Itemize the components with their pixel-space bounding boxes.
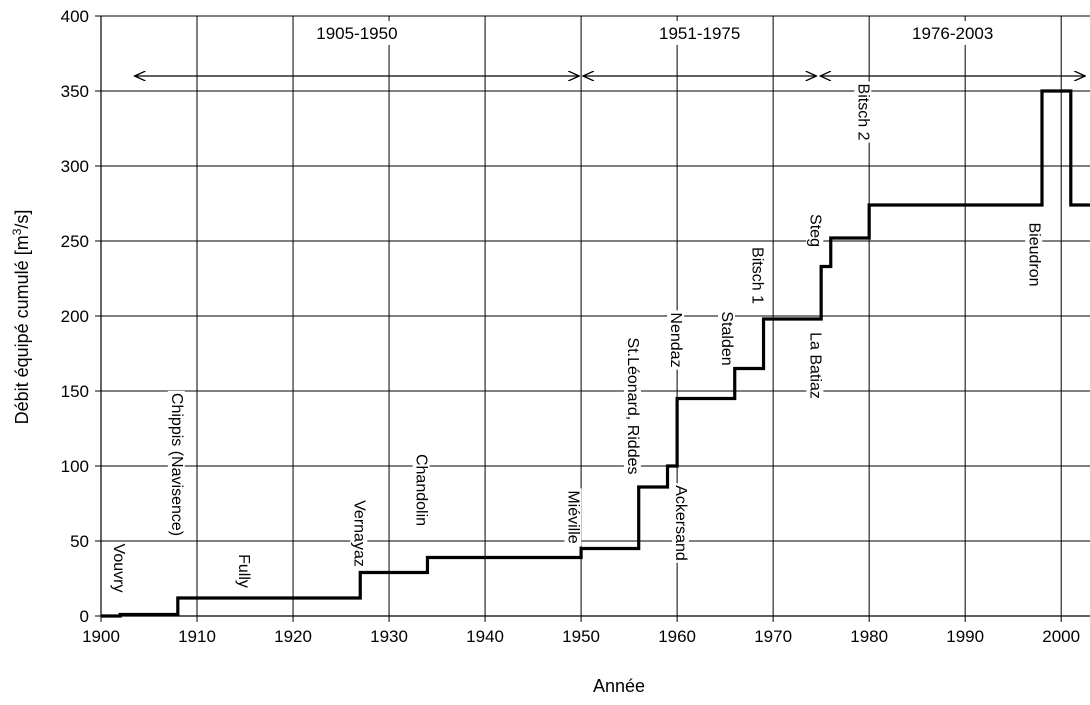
x-tick-label: 1950 [562, 627, 600, 646]
y-axis-title-sup: 3 [10, 228, 24, 235]
station-label-bg [806, 212, 824, 249]
station-annotation: Nendaz [667, 310, 685, 370]
station-label-bg [667, 310, 685, 370]
x-tick-label: 1930 [370, 627, 408, 646]
station-label: St.Léonard, Riddes [624, 338, 641, 475]
y-tick-label: 250 [61, 232, 89, 251]
station-label: Bitsch 2 [854, 84, 871, 141]
station-label: Steg [806, 214, 823, 247]
period-label-bg [653, 21, 746, 45]
station-label-bg [564, 488, 582, 546]
tick-labels: 1900 1910 1920 1930 1940 1950 1960 1970 1980 1990… [61, 7, 1080, 646]
station-label-bg [412, 451, 430, 529]
station-label: Vouvry [110, 544, 127, 593]
x-tick-label: 2000 [1042, 627, 1080, 646]
x-tick-label: 1940 [466, 627, 504, 646]
station-annotation: Chandolin [412, 451, 430, 529]
station-label-bg [748, 245, 766, 307]
station-label: Vernayaz [350, 500, 367, 567]
station-label-bg [623, 335, 641, 477]
station-label: La Batiaz [806, 332, 823, 399]
y-axis-title-end: /s] [12, 210, 32, 229]
station-label: Ackersand [672, 485, 689, 561]
x-tick-label: 1920 [274, 627, 312, 646]
station-annotation: Bieudron [1025, 220, 1043, 289]
period-label: 1905-1950 [316, 24, 397, 43]
x-tick-label: 1900 [82, 627, 120, 646]
station-label: Nendaz [667, 312, 684, 367]
station-annotation: Bitsch 1 [748, 245, 766, 307]
station-label: Bitsch 1 [749, 247, 766, 304]
station-label-bg [806, 330, 824, 401]
station-annotation: Fully [235, 552, 253, 590]
series [101, 89, 1090, 618]
station-label: Fully [235, 554, 252, 588]
x-tick-label: 1980 [850, 627, 888, 646]
grid [95, 15, 1090, 622]
station-labels: Vouvry Chippis (Navisence) Fully Vernayaz Ch… [110, 81, 1043, 595]
station-label: Stalden [718, 311, 735, 365]
y-tick-label: 150 [61, 382, 89, 401]
station-annotation: Vernayaz [350, 498, 368, 569]
y-tick-label: 0 [80, 607, 89, 626]
station-annotation: Ackersand [671, 483, 689, 563]
station-annotation: Miéville [564, 488, 582, 546]
y-tick-label: 350 [61, 82, 89, 101]
y-tick-label: 100 [61, 457, 89, 476]
y-axis-title: Débit équipé cumulé [m3/s] [10, 210, 32, 425]
x-tick-label: 1990 [946, 627, 984, 646]
cumulative-flow-series [101, 89, 1090, 618]
period-label-bg [906, 21, 999, 45]
y-tick-label: 300 [61, 157, 89, 176]
station-label-bg [718, 309, 736, 368]
station-annotation: La Batiaz [806, 330, 824, 401]
period-label-bg [310, 21, 403, 45]
x-tick-label: 1970 [754, 627, 792, 646]
station-label-bg [1025, 220, 1043, 289]
y-axis-title-main: Débit équipé cumulé [m [12, 235, 32, 424]
station-label-bg [671, 483, 689, 563]
period-label: 1951-1975 [659, 24, 740, 43]
station-label: Chandolin [413, 454, 430, 526]
station-annotation: Vouvry [110, 541, 128, 595]
station-annotation: St.Léonard, Riddes [623, 335, 641, 477]
station-annotation: Stalden [718, 309, 736, 368]
period-arrows: 1905-1950 1951-1975 1976-2003 [135, 21, 1086, 76]
station-annotation: Bitsch 2 [854, 81, 872, 143]
station-label: Chippis (Navisence) [168, 393, 185, 536]
station-label: Bieudron [1025, 222, 1042, 286]
station-label: Miéville [564, 490, 581, 543]
x-tick-label: 1960 [658, 627, 696, 646]
y-tick-label: 200 [61, 307, 89, 326]
station-label-bg [167, 390, 185, 539]
y-tick-label: 50 [70, 532, 89, 551]
period-label: 1976-2003 [912, 24, 993, 43]
station-label-bg [350, 498, 368, 569]
station-annotation: Steg [806, 212, 824, 249]
y-tick-label: 400 [61, 7, 89, 26]
station-annotation: Chippis (Navisence) [167, 390, 185, 539]
station-label-bg [110, 541, 128, 595]
x-axis-title: Année [593, 676, 645, 696]
x-tick-label: 1910 [178, 627, 216, 646]
station-label-bg [854, 81, 872, 143]
station-label-bg [235, 552, 253, 590]
